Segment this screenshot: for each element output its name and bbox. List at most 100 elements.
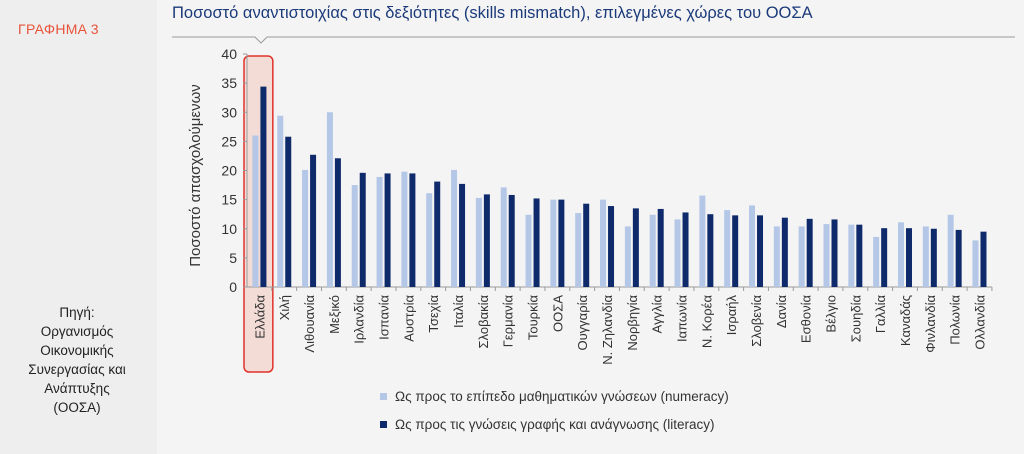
x-tick-label: Φινλανδία xyxy=(923,295,938,353)
y-tick-label: 40 xyxy=(221,46,237,62)
bar-numeracy xyxy=(550,199,557,287)
legend-label-numeracy: Ως προς το επίπεδο μαθηματικών γνώσεων (… xyxy=(395,388,729,404)
bar-literacy xyxy=(359,172,366,287)
source-line: Ανάπτυξης xyxy=(44,381,110,396)
y-axis-title: Ποσοστό απασχολούμενων xyxy=(187,84,204,267)
bar-literacy xyxy=(905,228,912,287)
bar-literacy xyxy=(657,208,664,287)
bar-numeracy xyxy=(724,210,731,287)
bar-numeracy xyxy=(897,222,904,287)
x-tick-label: Ελλάδα xyxy=(252,295,267,339)
x-tick-label: Ιρλανδία xyxy=(352,295,367,344)
bar-literacy xyxy=(781,217,788,287)
bar-numeracy xyxy=(600,199,607,287)
x-tick-label: Νορβηγία xyxy=(625,295,640,351)
bar-numeracy xyxy=(798,226,805,287)
source-note: Πηγή: Οργανισμός Οικονομικής Συνεργασίας… xyxy=(12,303,142,417)
bar-literacy xyxy=(434,181,441,287)
left-panel: ΓΡΑΦΗΜΑ 3 Πηγή: Οργανισμός Οικονομικής Σ… xyxy=(0,0,157,454)
x-tick-label: Χιλή xyxy=(277,295,292,320)
bar-literacy xyxy=(558,199,565,287)
bar-numeracy xyxy=(972,240,979,287)
source-line: Οργανισμός xyxy=(40,324,114,339)
bar-literacy xyxy=(608,206,615,287)
source-line: Συνεργασίας και xyxy=(28,362,126,377)
y-tick-label: 5 xyxy=(229,250,237,266)
title-separator xyxy=(172,36,1015,44)
x-tick-label: ΟΟΣΑ xyxy=(550,295,565,332)
bar-literacy xyxy=(757,215,764,287)
legend: Ως προς το επίπεδο μαθηματικών γνώσεων (… xyxy=(380,382,729,438)
x-tick-label: Καναδάς xyxy=(898,295,913,346)
x-tick-label: Εσθονία xyxy=(799,295,814,344)
bar-numeracy xyxy=(699,195,706,287)
x-tick-label: Ολλανδία xyxy=(972,295,987,350)
bar-literacy xyxy=(583,203,590,287)
bar-literacy xyxy=(285,136,292,287)
x-tick-label: Ισπανία xyxy=(377,295,392,340)
x-tick-label: Δανία xyxy=(774,295,789,329)
bar-numeracy xyxy=(674,219,681,287)
x-tick-label: Ουγγαρία xyxy=(575,295,590,351)
bar-literacy xyxy=(806,218,813,287)
bar-literacy xyxy=(632,208,639,287)
y-tick-label: 25 xyxy=(221,133,237,149)
bar-numeracy xyxy=(749,205,756,287)
bar-numeracy xyxy=(401,171,408,287)
bar-literacy xyxy=(260,86,267,288)
legend-label-literacy: Ως προς τις γνώσεις γραφής και ανάγνωσης… xyxy=(395,416,715,432)
x-tick-label: Λιθουανία xyxy=(302,295,317,353)
x-tick-label: Αυστρία xyxy=(401,295,416,342)
chart-panel xyxy=(157,0,1024,454)
bar-numeracy xyxy=(922,226,929,287)
bar-literacy xyxy=(310,154,317,287)
bar-numeracy xyxy=(277,115,284,288)
bar-literacy xyxy=(831,219,838,287)
x-tick-label: Τουρκία xyxy=(526,295,541,341)
x-tick-label: Σλοβενία xyxy=(749,295,764,347)
bar-numeracy xyxy=(500,187,507,287)
x-tick-label: Σουηδία xyxy=(848,295,863,343)
y-tick-label: 35 xyxy=(221,75,237,91)
x-tick-label: Μεξικό xyxy=(327,295,342,334)
y-tick-label: 30 xyxy=(221,104,237,120)
legend-swatch-numeracy xyxy=(380,392,387,400)
legend-swatch-literacy xyxy=(380,420,387,428)
bar-literacy xyxy=(533,198,540,287)
x-tick-label: Πολωνία xyxy=(948,295,963,345)
y-tick-label: 20 xyxy=(221,163,237,179)
bar-literacy xyxy=(930,228,937,287)
bar-numeracy xyxy=(326,112,333,287)
x-tick-label: Ν. Κορέα xyxy=(699,295,714,349)
bar-literacy xyxy=(682,212,689,287)
x-tick-label: Τσεχία xyxy=(426,295,441,333)
bar-literacy xyxy=(707,214,714,287)
bar-literacy xyxy=(334,158,341,287)
x-tick-label: Γαλλία xyxy=(873,295,888,334)
bar-numeracy xyxy=(525,214,532,287)
y-tick-label: 15 xyxy=(221,192,237,208)
legend-item-literacy: Ως προς τις γνώσεις γραφής και ανάγνωσης… xyxy=(380,410,729,438)
bar-numeracy xyxy=(624,226,631,287)
chart-title: Ποσοστό αναντιστοιχίας στις δεξιότητες (… xyxy=(172,4,813,22)
bar-numeracy xyxy=(947,214,954,287)
bar-numeracy xyxy=(351,185,358,287)
x-tick-label: Ιαπωνία xyxy=(675,295,690,342)
x-tick-label: Σλοβακία xyxy=(476,295,491,349)
bar-literacy xyxy=(856,224,863,287)
bar-numeracy xyxy=(376,176,383,287)
bar-literacy xyxy=(384,173,391,287)
bar-literacy xyxy=(980,231,987,287)
bar-literacy xyxy=(955,229,962,287)
x-tick-label: Βέλγιο xyxy=(824,295,839,333)
x-tick-label: Ν. Ζηλανδία xyxy=(600,295,615,365)
bar-numeracy xyxy=(252,135,259,287)
bar-numeracy xyxy=(773,226,780,287)
bar-numeracy xyxy=(575,213,582,287)
x-tick-label: Αγγλία xyxy=(650,295,665,334)
bar-numeracy xyxy=(823,224,830,287)
bar-numeracy xyxy=(302,169,309,287)
y-tick-label: 10 xyxy=(221,221,237,237)
source-line: Οικονομικής xyxy=(40,343,114,358)
